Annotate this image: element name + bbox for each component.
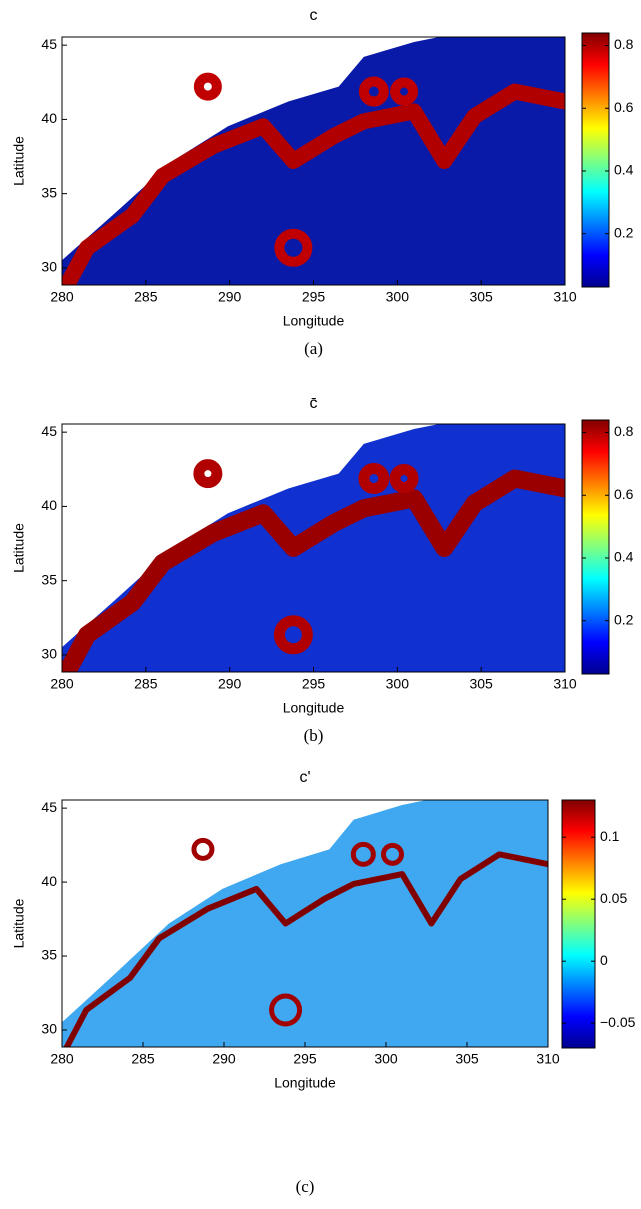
x-tick-label: 300 xyxy=(386,676,410,692)
colorbar-tick-label: 0.1 xyxy=(600,828,620,844)
x-tick-label: 310 xyxy=(553,289,577,305)
x-tick-label: 295 xyxy=(302,289,326,305)
colorbar-tick-label: −0.05 xyxy=(600,1014,636,1030)
y-tick-label: 30 xyxy=(41,1021,57,1037)
chart-title: c xyxy=(310,7,318,24)
eddy xyxy=(350,841,376,867)
y-tick-label: 30 xyxy=(41,259,57,275)
caption: (c) xyxy=(296,1177,315,1196)
eddy xyxy=(390,77,419,106)
x-axis-label: Longitude xyxy=(283,313,345,329)
y-tick-label: 45 xyxy=(41,423,57,439)
x-tick-label: 280 xyxy=(50,1051,74,1067)
x-axis-label: Longitude xyxy=(283,700,345,716)
x-tick-label: 300 xyxy=(386,289,410,305)
x-tick-label: 310 xyxy=(553,676,577,692)
y-tick-label: 40 xyxy=(41,873,57,889)
y-tick-label: 35 xyxy=(41,184,57,200)
eddy xyxy=(380,842,404,866)
y-axis-label: Latitude xyxy=(11,898,27,948)
y-tick-label: 30 xyxy=(41,646,57,662)
eddy xyxy=(358,463,390,495)
y-tick-label: 35 xyxy=(41,947,57,963)
x-tick-label: 295 xyxy=(302,676,326,692)
colorbar xyxy=(581,419,610,675)
colorbar-tick-label: 0.8 xyxy=(614,36,634,52)
x-tick-label: 280 xyxy=(50,289,74,305)
x-tick-label: 285 xyxy=(131,1051,155,1067)
eddy xyxy=(193,459,223,489)
x-tick-label: 305 xyxy=(469,289,493,305)
x-axis-label: Longitude xyxy=(274,1075,336,1091)
x-tick-label: 285 xyxy=(134,289,158,305)
x-tick-label: 290 xyxy=(212,1051,236,1067)
eddy xyxy=(274,228,313,267)
y-tick-label: 40 xyxy=(41,110,57,126)
chart-title: c̄ xyxy=(310,395,318,412)
colorbar-tick-label: 0.4 xyxy=(614,549,634,565)
heatmap xyxy=(62,424,565,672)
y-tick-label: 45 xyxy=(41,799,57,815)
eddy xyxy=(193,72,222,101)
x-tick-label: 290 xyxy=(218,676,242,692)
y-tick-label: 35 xyxy=(41,571,57,587)
eddy xyxy=(269,993,303,1027)
gulf-stream xyxy=(63,851,548,1047)
heatmap xyxy=(62,37,565,285)
x-tick-label: 285 xyxy=(134,676,158,692)
x-tick-label: 305 xyxy=(469,676,493,692)
eddy xyxy=(389,464,419,494)
colorbar-tick-label: 0 xyxy=(600,952,608,968)
colorbar xyxy=(581,32,610,288)
colorbar-tick-label: 0.05 xyxy=(600,890,627,906)
x-tick-label: 310 xyxy=(536,1051,560,1067)
x-tick-label: 290 xyxy=(218,289,242,305)
eddy xyxy=(191,837,215,861)
colorbar-tick-label: 0.6 xyxy=(614,99,634,115)
caption: (a) xyxy=(304,339,323,358)
gulf-stream xyxy=(62,469,565,672)
eddy xyxy=(273,615,313,655)
gulf-stream xyxy=(62,83,565,285)
x-tick-label: 300 xyxy=(374,1051,398,1067)
caption: (b) xyxy=(304,726,324,745)
colorbar-tick-label: 0.2 xyxy=(614,611,634,627)
land xyxy=(62,800,427,1023)
colorbar-tick-label: 0.6 xyxy=(614,486,634,502)
eddy xyxy=(358,76,389,107)
x-tick-label: 305 xyxy=(455,1051,479,1067)
chart-title: c' xyxy=(299,769,310,786)
colorbar-tick-label: 0.2 xyxy=(614,224,634,240)
y-tick-label: 40 xyxy=(41,497,57,513)
y-axis-label: Latitude xyxy=(11,136,27,186)
y-tick-label: 45 xyxy=(41,36,57,52)
x-tick-label: 280 xyxy=(50,676,74,692)
x-tick-label: 295 xyxy=(293,1051,317,1067)
heatmap xyxy=(62,800,548,1047)
y-axis-label: Latitude xyxy=(11,523,27,573)
colorbar-tick-label: 0.4 xyxy=(614,162,634,178)
colorbar-tick-label: 0.8 xyxy=(614,423,634,439)
colorbar xyxy=(561,799,596,1049)
land xyxy=(62,37,440,261)
land xyxy=(62,424,440,648)
